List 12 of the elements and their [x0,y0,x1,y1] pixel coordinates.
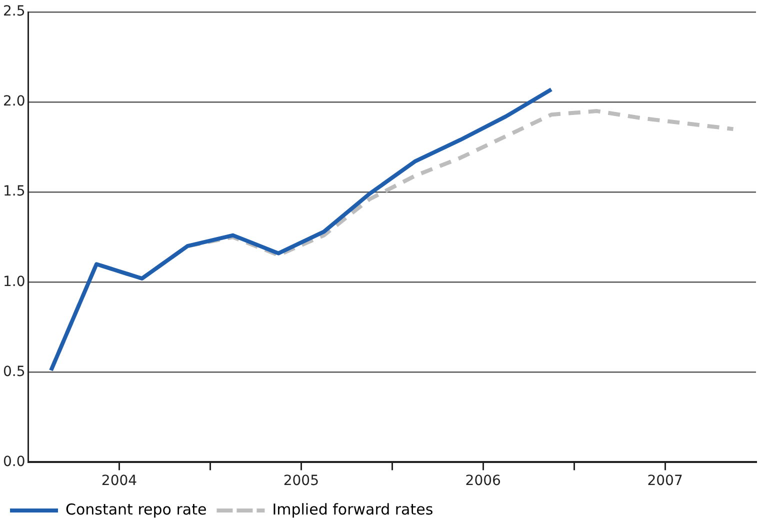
x-tick-label: 2006 [465,473,501,490]
y-tick-label: 1.5 [3,184,26,200]
x-tick-label: 2007 [647,473,683,490]
y-tick-label: 0.5 [3,364,26,380]
y-tick-label: 2.5 [3,4,26,20]
legend-label: Constant repo rate [66,500,207,518]
x-tick-label: 2005 [283,473,319,490]
y-tick-label: 1.0 [3,274,26,290]
legend-label: Implied forward rates [272,500,434,518]
x-tick-label: 2004 [101,473,138,490]
y-tick-label: 0.0 [3,454,26,470]
y-tick-label: 2.0 [3,94,26,110]
